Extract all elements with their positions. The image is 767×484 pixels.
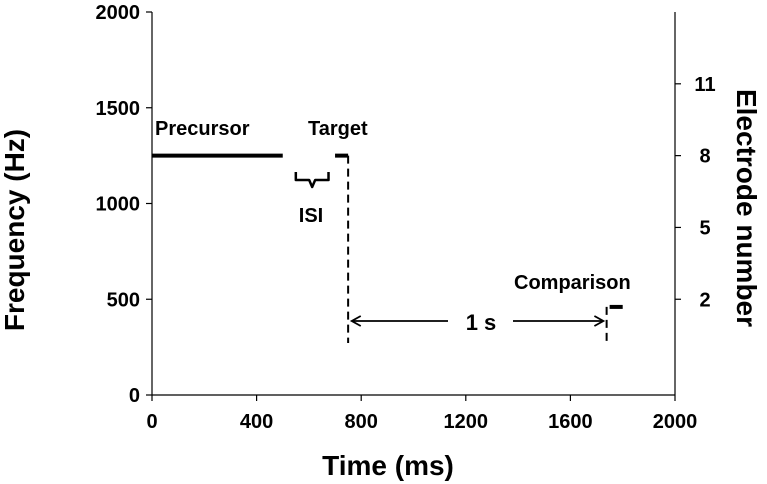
isi-label: ISI <box>299 205 323 227</box>
x-tick-label-0: 0 <box>146 411 157 433</box>
y-tick-label-4: 2000 <box>96 2 141 24</box>
x-tick-label-4: 1600 <box>548 411 593 433</box>
series-label-comparison: Comparison <box>514 272 631 294</box>
y2-tick-label-1: 5 <box>699 217 710 239</box>
isi-brace <box>294 172 330 189</box>
y-tick-label-3: 1500 <box>96 98 141 120</box>
y2-tick-label-2: 8 <box>699 146 710 168</box>
annotation-layer <box>294 155 608 343</box>
y2-tick-label-3: 11 <box>694 74 715 96</box>
x-tick-label-3: 1200 <box>444 411 489 433</box>
y2-tick-label-0: 2 <box>699 289 710 311</box>
x-tick-label-1: 400 <box>240 411 273 433</box>
y2-axis-title: Electrode number <box>731 89 762 327</box>
y-tick-label-1: 500 <box>107 289 140 311</box>
interval-arrowhead-left <box>349 315 362 327</box>
series-layer <box>152 153 623 309</box>
y-ticks: 0 500 1000 1500 2000 <box>96 2 152 407</box>
x-tick-label-5: 2000 <box>653 411 698 433</box>
y-axis-title: Frequency (Hz) <box>0 129 30 331</box>
y2-ticks: 2 5 8 11 <box>675 74 716 311</box>
y-tick-label-0: 0 <box>129 385 140 407</box>
x-ticks: 0 400 800 1200 1600 2000 <box>146 395 697 433</box>
series-label-precursor: Precursor <box>155 118 250 140</box>
x-tick-label-2: 800 <box>345 411 378 433</box>
y-tick-label-2: 1000 <box>96 194 141 216</box>
interval-arrowhead-right <box>593 315 606 327</box>
interval-label: 1 s <box>466 310 497 335</box>
x-axis-title: Time (ms) <box>322 450 454 481</box>
series-label-target: Target <box>308 118 368 140</box>
